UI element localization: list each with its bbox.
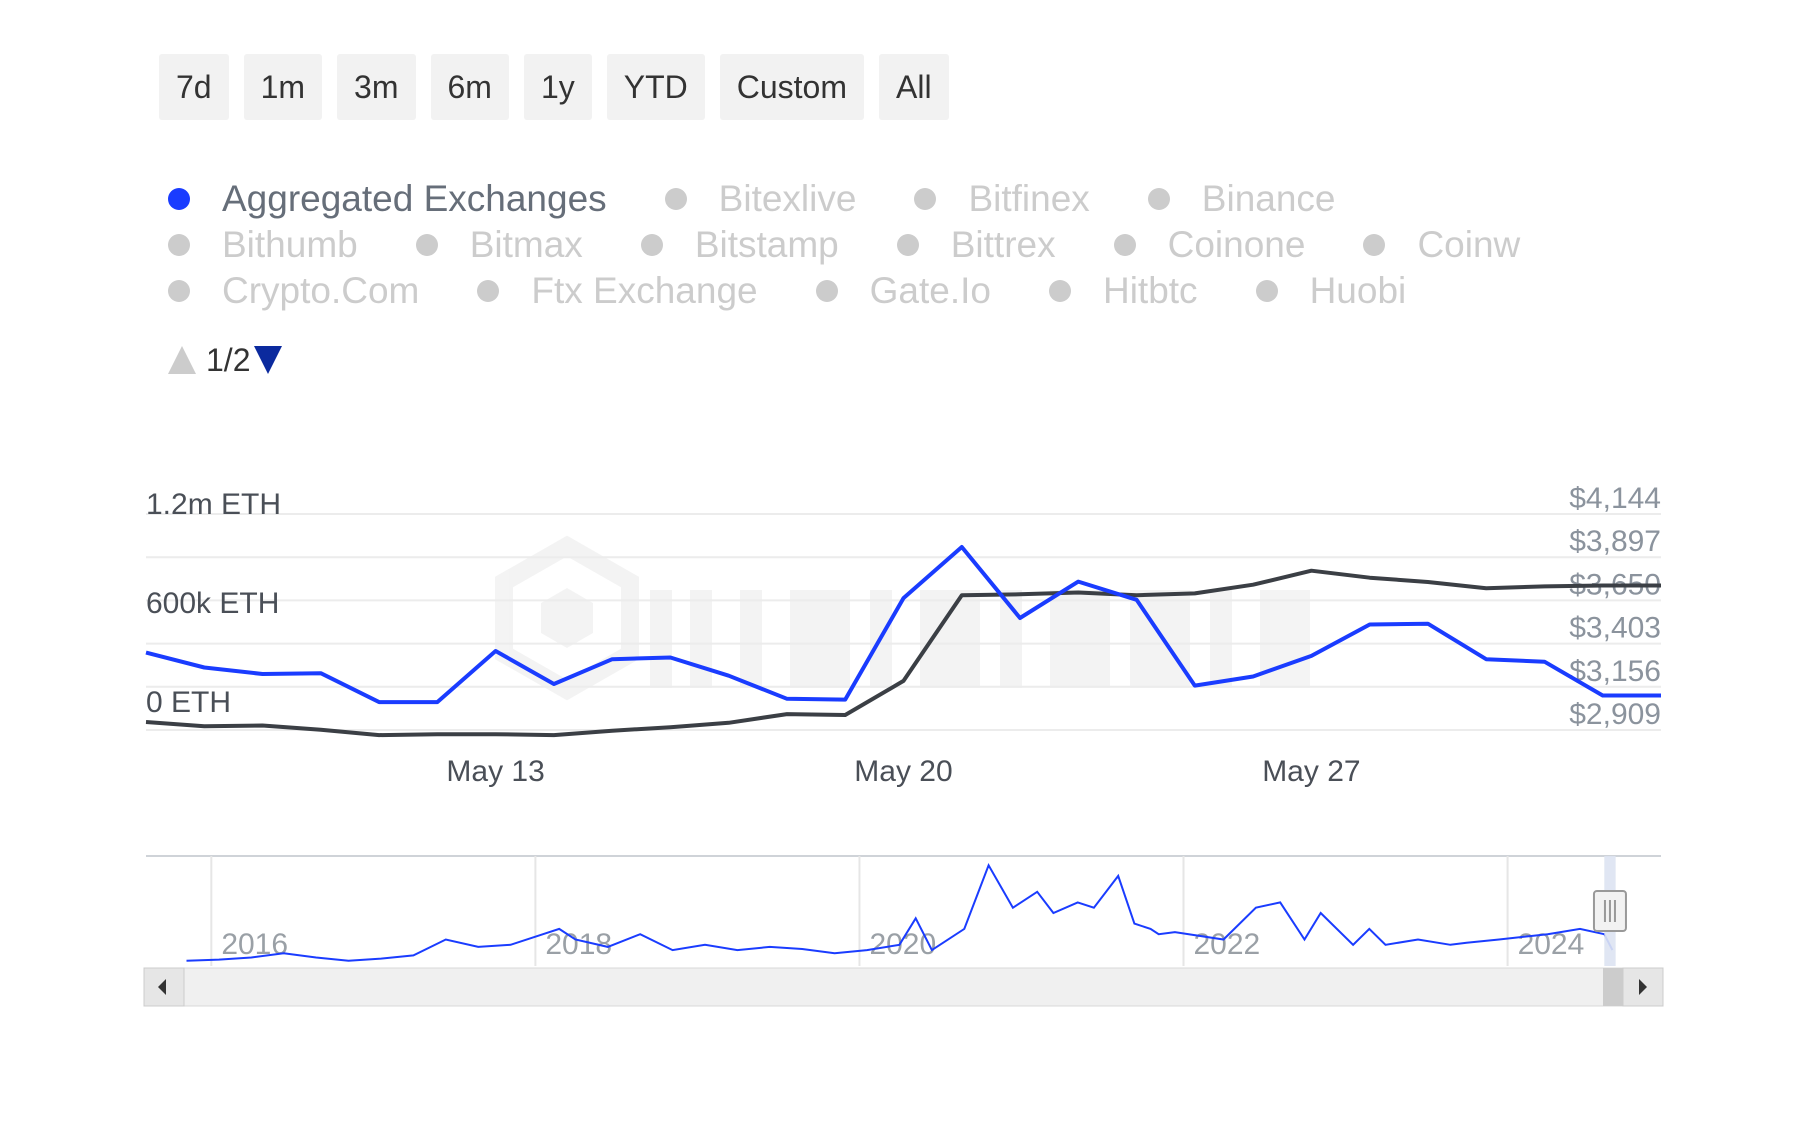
legend-label: Ftx Exchange: [531, 270, 758, 311]
range-1m-button[interactable]: 1m: [243, 54, 323, 120]
legend-label: Bittrex: [950, 224, 1056, 265]
left-axis-tick-label: 0 ETH: [146, 686, 231, 719]
legend-label: Hitbtc: [1102, 270, 1198, 311]
legend-item-bitexlive[interactable]: Bitexlive: [657, 178, 857, 220]
legend-pager: 1/2: [166, 340, 284, 380]
legend-row: Aggregated Exchanges Bitexlive Bitfinex Bin…: [160, 176, 1620, 222]
range-all-button[interactable]: All: [879, 54, 949, 120]
volume-series-line: [145, 545, 1661, 705]
right-axis-tick-label: $3,897: [1569, 525, 1661, 558]
range-7d-button[interactable]: 7d: [159, 54, 229, 120]
legend-label: Coinone: [1167, 224, 1306, 265]
legend-marker-icon: [664, 188, 687, 210]
right-axis-tick-label: $3,403: [1569, 612, 1661, 645]
legend-label: Bitexlive: [718, 178, 857, 219]
scroll-right-arrow-icon: [1639, 979, 1647, 995]
range-1y-button[interactable]: 1y: [523, 54, 592, 120]
range-selector: 7d 1m 3m 6m 1y YTD Custom All: [159, 54, 949, 120]
left-axis-tick-label: 600k ETH: [146, 587, 279, 620]
legend-label: Coinw: [1417, 224, 1521, 265]
legend-item-huobi[interactable]: Huobi: [1248, 270, 1407, 312]
legend-item-crypto-com[interactable]: Crypto.Com: [160, 270, 419, 312]
range-ytd-button[interactable]: YTD: [606, 54, 705, 120]
scroll-right-button[interactable]: [1622, 967, 1664, 1007]
price-series-line: [145, 568, 1661, 738]
legend-label: Bithumb: [222, 224, 358, 265]
x-axis-tick-label: May 13: [446, 755, 544, 788]
legend-item-bitfinex[interactable]: Bitfinex: [906, 178, 1090, 220]
legend-item-ftx-exchange[interactable]: Ftx Exchange: [469, 270, 758, 312]
legend-item-hitbtc[interactable]: Hitbtc: [1041, 270, 1198, 312]
navigator-scrollbar[interactable]: [143, 967, 1664, 1007]
legend-item-coinw[interactable]: Coinw: [1355, 224, 1520, 266]
scroll-left-button[interactable]: [143, 967, 185, 1007]
navigator[interactable]: 2016 2018 2020 2022 2024: [143, 855, 1664, 1007]
range-6m-button[interactable]: 6m: [430, 54, 509, 120]
legend-marker-icon: [477, 280, 500, 302]
legend-item-bitstamp[interactable]: Bitstamp: [633, 224, 839, 266]
scroll-thumb[interactable]: [1603, 968, 1623, 1006]
legend-marker-icon: [914, 188, 937, 210]
navigator-tick-label: 2016: [221, 928, 288, 961]
legend: Aggregated Exchanges Bitexlive Bitfinex Bin…: [160, 176, 1620, 314]
legend-marker-icon: [168, 280, 190, 302]
legend-label: Bitstamp: [694, 224, 839, 265]
x-axis-tick-label: May 27: [1262, 755, 1360, 788]
legend-item-bittrex[interactable]: Bittrex: [889, 224, 1056, 266]
legend-label: Gate.Io: [869, 270, 991, 311]
legend-item-coinone[interactable]: Coinone: [1106, 224, 1306, 266]
range-custom-button[interactable]: Custom: [719, 54, 864, 120]
legend-marker-icon: [415, 234, 438, 256]
legend-label: Aggregated Exchanges: [222, 178, 607, 219]
navigator-series-line: [186, 862, 1614, 962]
pager-down-arrow-icon[interactable]: [252, 344, 284, 376]
x-axis: May 13 May 20 May 27: [446, 755, 1360, 788]
legend-label: Huobi: [1309, 270, 1407, 311]
legend-row: Crypto.Com Ftx Exchange Gate.Io Hitbtc Huobi: [160, 268, 1620, 314]
legend-marker-icon: [1363, 234, 1386, 256]
legend-marker-icon: [1147, 188, 1170, 210]
legend-label: Bitfinex: [968, 178, 1090, 219]
legend-label: Crypto.Com: [222, 270, 420, 311]
legend-row: Bithumb Bitmax Bitstamp Bittrex Coinone Coinw: [160, 222, 1620, 268]
right-axis-tick-label: $2,909: [1569, 698, 1661, 731]
range-3m-button[interactable]: 3m: [337, 54, 416, 120]
navigator-tick-label: 2022: [1194, 928, 1261, 961]
navigator-handle-icon[interactable]: [1592, 890, 1627, 932]
legend-marker-icon: [896, 234, 919, 256]
legend-page-indicator: 1/2: [206, 341, 251, 378]
legend-marker-icon: [815, 280, 838, 302]
legend-marker-icon: [1113, 234, 1136, 256]
legend-item-gate-io[interactable]: Gate.Io: [808, 270, 991, 312]
navigator-tick-label: 2018: [545, 928, 612, 961]
x-axis-tick-label: May 20: [854, 755, 952, 788]
left-axis: 0 ETH 600k ETH 1.2m ETH: [146, 488, 281, 719]
intotheblock-watermark-logo: [495, 535, 1310, 701]
legend-marker-icon: [1048, 280, 1071, 302]
right-axis-tick-label: $3,156: [1569, 655, 1661, 688]
navigator-tick-label: 2020: [869, 928, 936, 961]
left-axis-tick-label: 1.2m ETH: [146, 488, 281, 521]
scroll-left-arrow-icon: [158, 979, 166, 995]
legend-marker-icon: [640, 234, 663, 256]
legend-marker-icon: [168, 234, 190, 256]
legend-marker-icon: [1255, 280, 1278, 302]
series-layer: [145, 545, 1661, 738]
legend-item-binance[interactable]: Binance: [1140, 178, 1336, 220]
legend-marker-icon: [168, 188, 190, 210]
legend-item-bithumb[interactable]: Bithumb: [160, 224, 358, 266]
pager-up-arrow-icon[interactable]: [166, 344, 198, 376]
right-axis-tick-label: $4,144: [1569, 482, 1661, 515]
legend-label: Bitmax: [469, 224, 583, 265]
legend-item-aggregated-exchanges[interactable]: Aggregated Exchanges: [160, 178, 607, 220]
right-axis: $2,909$3,156$3,403$3,650$3,897$4,144: [1569, 482, 1661, 731]
legend-item-bitmax[interactable]: Bitmax: [408, 224, 583, 266]
legend-label: Binance: [1201, 178, 1336, 219]
